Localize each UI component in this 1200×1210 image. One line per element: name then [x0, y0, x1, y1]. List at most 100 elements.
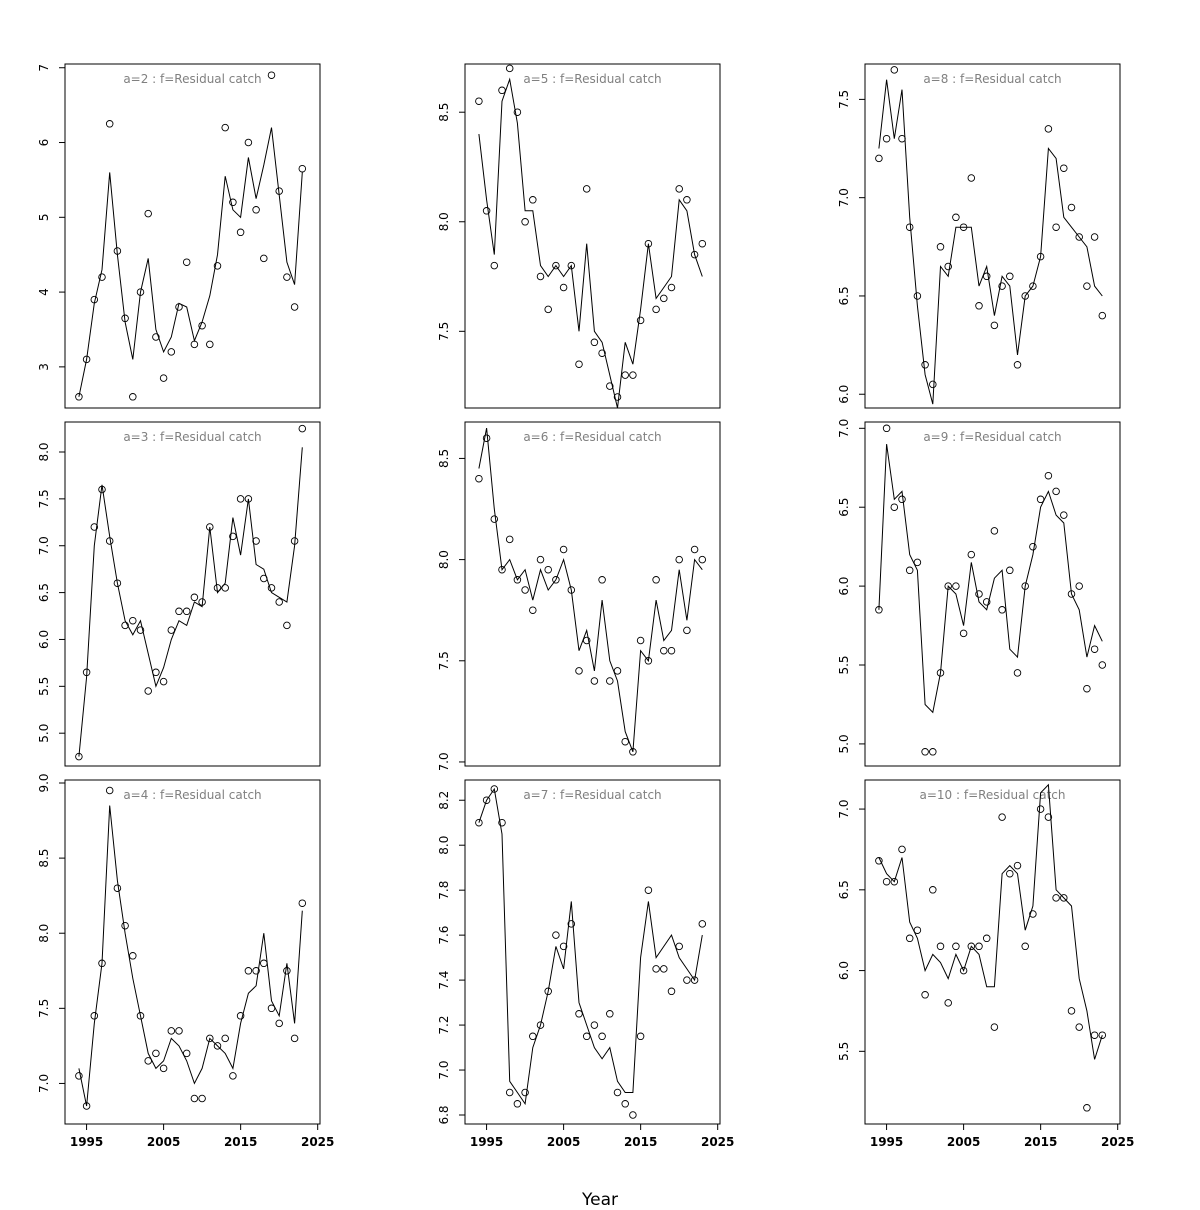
y-tick-label: 8.0: [37, 924, 51, 943]
fit-line: [878, 79, 1103, 405]
obs-point: [260, 574, 268, 583]
obs-point: [229, 198, 237, 207]
obs-point: [236, 228, 245, 237]
obs-point: [598, 576, 606, 584]
obs-point: [660, 294, 668, 303]
obs-point: [105, 120, 114, 128]
obs-point: [944, 582, 952, 590]
obs-point: [529, 1032, 537, 1041]
obs-point: [683, 626, 691, 635]
obs-point: [298, 424, 307, 433]
fit-line: [478, 428, 703, 752]
obs-point: [621, 737, 629, 746]
obs-point: [698, 920, 707, 928]
y-tick-label: 7.0: [837, 188, 851, 207]
plots-grid: a=2 : f=Residual catch 3 4 5 6 7 a=5 : f=Resid…: [37, 63, 1134, 1149]
obs-point: [536, 272, 545, 281]
obs-point: [660, 965, 668, 973]
obs-point: [667, 987, 676, 996]
y-tick-label: 7: [37, 64, 51, 72]
obs-point: [544, 305, 552, 314]
obs-point: [206, 1034, 214, 1043]
obs-point: [182, 1049, 191, 1058]
obs-point: [198, 321, 206, 330]
y-tick-label: 7.6: [437, 926, 451, 945]
y-tick-label: 5.5: [837, 1042, 851, 1061]
obs-point: [636, 316, 645, 325]
obs-point: [244, 495, 253, 503]
obs-point: [267, 1004, 276, 1013]
obs-point: [567, 261, 576, 270]
obs-point: [475, 474, 483, 483]
y-tick-label: 6.5: [837, 286, 851, 305]
plot-box: [864, 779, 1121, 1125]
obs-point: [490, 785, 499, 793]
obs-point: [213, 262, 222, 270]
obs-point: [1013, 669, 1022, 677]
obs-point: [1060, 164, 1068, 172]
y-tick-label: 9.0: [37, 774, 51, 793]
y-tick-label: 7.0: [37, 1074, 51, 1093]
panel-a5-plot: a=5 : f=Residual catch 7.5 8.0 8.5: [437, 63, 721, 409]
obs-point: [152, 1049, 160, 1058]
obs-point: [890, 877, 899, 886]
x-tick-label: 2005: [947, 1135, 980, 1149]
y-tick-label: 7.0: [37, 536, 51, 555]
obs-point: [598, 349, 606, 357]
obs-point: [898, 845, 906, 854]
obs-point: [536, 555, 545, 564]
obs-point: [967, 942, 976, 951]
x-tick-label: 2025: [701, 1135, 734, 1149]
obs-point: [159, 374, 168, 382]
y-tick-label: 6.0: [837, 385, 851, 404]
obs-point: [529, 196, 537, 204]
panel-title: a=5 : f=Residual catch: [523, 72, 661, 86]
obs-point: [1029, 282, 1037, 290]
plot-box: [464, 421, 721, 767]
obs-point: [1090, 1031, 1099, 1039]
panel-title: a=3 : f=Residual catch: [123, 430, 261, 444]
panel-title: a=10 : f=Residual catch: [920, 788, 1066, 802]
obs-point: [1006, 272, 1014, 281]
obs-point: [75, 1072, 83, 1080]
obs-point: [959, 629, 968, 638]
obs-point: [236, 1012, 245, 1020]
y-tick-label: 5.0: [37, 724, 51, 743]
obs-point: [113, 884, 122, 892]
x-tick-label: 1995: [470, 1135, 503, 1149]
y-tick-label: 7.0: [837, 419, 851, 438]
obs-point: [98, 485, 106, 494]
x-tick-label: 1995: [870, 1135, 903, 1149]
obs-point: [136, 1012, 145, 1020]
obs-point: [882, 424, 891, 433]
obs-point: [513, 576, 522, 584]
obs-point: [75, 752, 83, 761]
obs-point: [1044, 125, 1053, 133]
obs-point: [683, 976, 691, 984]
y-tick-label: 3: [37, 363, 51, 371]
obs-point: [690, 976, 699, 984]
obs-point: [967, 174, 976, 182]
obs-point: [229, 532, 237, 541]
fit-line: [478, 787, 703, 1106]
obs-point: [1021, 292, 1029, 300]
obs-point: [475, 97, 483, 105]
y-tick-label: 6.5: [37, 583, 51, 602]
obs-point: [898, 495, 906, 504]
obs-point: [252, 537, 260, 545]
obs-point: [190, 593, 199, 602]
obs-point: [1052, 894, 1060, 902]
fit-line: [78, 805, 303, 1107]
obs-point: [660, 646, 668, 655]
obs-point: [1006, 566, 1014, 575]
obs-point: [498, 86, 506, 95]
obs-point: [121, 921, 129, 930]
y-tick-label: 7.2: [437, 1016, 451, 1035]
y-tick-label: 6: [37, 139, 51, 147]
obs-point: [929, 886, 937, 894]
obs-point: [1060, 894, 1068, 902]
obs-point: [182, 258, 191, 266]
obs-point: [1052, 223, 1060, 231]
obs-point: [582, 636, 591, 645]
obs-point: [136, 288, 145, 296]
